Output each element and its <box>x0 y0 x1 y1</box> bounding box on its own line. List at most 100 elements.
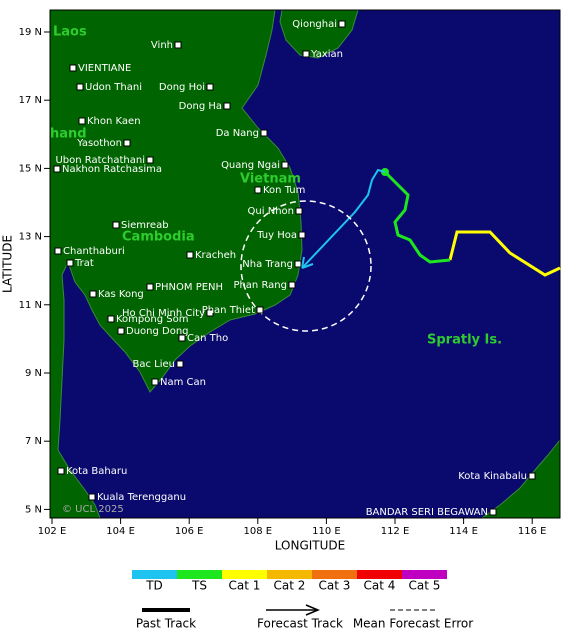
region-label: Vietnam <box>240 172 301 187</box>
category-swatch <box>312 570 357 579</box>
city-marker <box>78 117 86 125</box>
city-label: Trat <box>74 258 94 269</box>
region-label: hand <box>50 127 87 142</box>
category-label: Cat 2 <box>274 579 306 593</box>
lat-tick-label: 17 N <box>19 95 42 106</box>
category-label: Cat 3 <box>319 579 351 593</box>
city-label: Dong Hoi <box>159 82 205 93</box>
city-label: Kon Tum <box>263 185 305 196</box>
city-label: Quang Ngai <box>221 160 280 171</box>
city-marker <box>295 207 303 215</box>
city-marker <box>206 309 214 317</box>
lon-tick-label: 102 E <box>38 526 67 537</box>
city-label: Dong Ha <box>179 101 222 112</box>
lat-tick-label: 15 N <box>19 163 42 174</box>
lat-tick-label: 19 N <box>19 27 42 38</box>
category-swatch <box>402 570 447 579</box>
city-label: Udon Thani <box>85 82 142 93</box>
lon-tick-label: 106 E <box>175 526 204 537</box>
category-swatch <box>222 570 267 579</box>
city-label: Bac Lieu <box>132 359 175 370</box>
city-label: BANDAR SERI BEGAWAN <box>366 507 488 518</box>
city-marker <box>288 281 296 289</box>
city-label: Phan Rang <box>233 280 287 291</box>
forecast-error-circle <box>240 200 372 332</box>
city-marker <box>146 156 154 164</box>
city-marker <box>112 221 120 229</box>
city-label: Phan Thiet <box>202 305 255 316</box>
city-marker <box>178 334 186 342</box>
city-marker <box>298 231 306 239</box>
city-marker <box>146 283 154 291</box>
city-label: Da Nang <box>216 128 259 139</box>
city-marker <box>89 290 97 298</box>
city-label: Nakhon Ratchasima <box>62 164 162 175</box>
city-marker <box>338 20 346 28</box>
city-label: Qionghai <box>292 19 337 30</box>
track-legend-label: Forecast Track <box>257 617 343 631</box>
region-label: Laos <box>53 25 87 40</box>
city-marker <box>53 165 61 173</box>
lat-tick-label: 13 N <box>19 232 42 243</box>
city-marker <box>151 378 159 386</box>
city-label: Siemreab <box>121 220 169 231</box>
category-swatch <box>132 570 177 579</box>
city-marker <box>254 186 262 194</box>
city-marker <box>54 247 62 255</box>
city-marker <box>107 315 115 323</box>
map-frame <box>49 9 561 519</box>
city-label: Yaxian <box>310 49 343 60</box>
city-label: Qui Nhon <box>248 206 294 217</box>
city-marker <box>76 83 84 91</box>
city-label: Vinh <box>151 40 173 51</box>
city-label: Nha Trang <box>242 259 293 270</box>
city-label: Kracheh <box>195 250 236 261</box>
city-label: Kota Baharu <box>66 466 127 477</box>
category-swatch <box>357 570 402 579</box>
city-label: Ubon Ratchathani <box>55 155 145 166</box>
lon-tick-label: 112 E <box>381 526 410 537</box>
city-label: Kuala Terengganu <box>97 492 186 503</box>
city-label: Chanthaburi <box>63 246 125 257</box>
lat-tick-label: 5 N <box>25 504 42 515</box>
region-label: Cambodia <box>122 230 195 245</box>
city-label: Kota Kinabalu <box>458 471 527 482</box>
city-marker <box>57 467 65 475</box>
forecast-track <box>301 168 386 269</box>
lon-tick-label: 108 E <box>244 526 273 537</box>
region-label: Spratly Is. <box>427 333 502 348</box>
y-axis-label: LATITUDE <box>1 235 15 293</box>
city-label: PHNOM PENH <box>155 282 223 293</box>
category-label: Cat 1 <box>229 579 261 593</box>
city-marker <box>69 64 77 72</box>
city-label: Can Tho <box>187 333 228 344</box>
city-marker <box>528 472 536 480</box>
category-swatch <box>177 570 222 579</box>
past-track-cat1 <box>448 230 561 277</box>
city-label: Ho Chi Minh City <box>122 308 205 319</box>
city-marker <box>302 50 310 58</box>
city-marker <box>281 161 289 169</box>
city-marker <box>117 327 125 335</box>
city-marker <box>88 493 96 501</box>
city-label: Nam Can <box>160 377 206 388</box>
lon-tick-label: 110 E <box>312 526 341 537</box>
lat-tick-label: 7 N <box>25 436 42 447</box>
copyright: © UCL 2025 <box>62 504 124 515</box>
city-marker <box>256 306 264 314</box>
category-label: Cat 5 <box>409 579 441 593</box>
city-marker <box>186 251 194 259</box>
track-legend-label: Mean Forecast Error <box>353 617 473 631</box>
lon-tick-label: 114 E <box>449 526 478 537</box>
city-label: Tuy Hoa <box>256 230 297 241</box>
city-marker <box>294 260 302 268</box>
forecast-arrow <box>301 256 314 269</box>
city-marker <box>223 102 231 110</box>
city-label: Kas Kong <box>98 289 144 300</box>
city-marker <box>66 259 74 267</box>
city-label: VIENTIANE <box>78 63 131 74</box>
lon-tick-label: 104 E <box>106 526 135 537</box>
track-legend-label: Past Track <box>136 617 196 631</box>
forecast-arrow-sample <box>305 604 320 616</box>
